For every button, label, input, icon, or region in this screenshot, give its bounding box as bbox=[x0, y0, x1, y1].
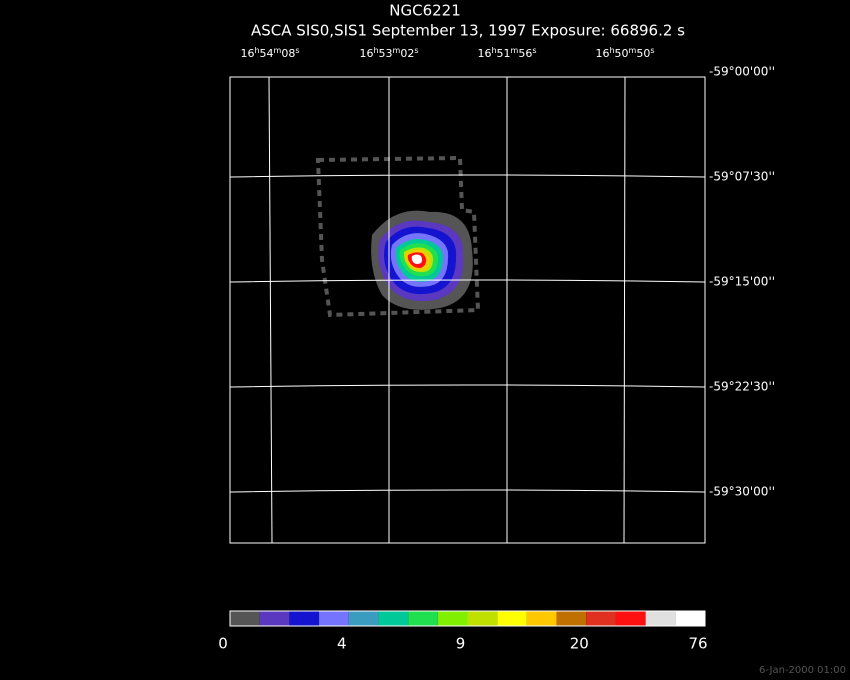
value: 16 bbox=[595, 47, 609, 60]
unit: h bbox=[254, 46, 259, 55]
value: 50 bbox=[615, 47, 629, 60]
value: 08 bbox=[281, 47, 295, 60]
value: 16 bbox=[359, 47, 373, 60]
dec-line bbox=[229, 279, 706, 283]
dec-line bbox=[229, 489, 706, 493]
unit: s bbox=[650, 46, 654, 55]
color-step bbox=[348, 611, 379, 626]
color-step bbox=[437, 611, 468, 626]
title: NGC6221 bbox=[389, 2, 461, 20]
color-step bbox=[675, 611, 705, 626]
colorbar-label: 76 bbox=[688, 635, 707, 653]
color-step bbox=[289, 611, 320, 626]
ra-line bbox=[268, 76, 273, 544]
color-step bbox=[645, 611, 676, 626]
ra-line bbox=[623, 76, 626, 544]
color-step bbox=[556, 611, 587, 626]
color-step bbox=[615, 611, 646, 626]
color-step bbox=[467, 611, 498, 626]
color-step bbox=[230, 611, 260, 626]
ra-label: 16h51m56s bbox=[477, 46, 536, 61]
subtitle: ASCA SIS0,SIS1 September 13, 1997 Exposu… bbox=[251, 22, 685, 40]
dec-label: -59°30'00'' bbox=[709, 485, 775, 499]
unit: s bbox=[532, 46, 536, 55]
color-step bbox=[497, 611, 527, 626]
value: 53 bbox=[379, 47, 393, 60]
value: 50 bbox=[636, 47, 650, 60]
unit: h bbox=[373, 46, 378, 55]
color-step bbox=[319, 611, 349, 626]
value: 16 bbox=[240, 47, 254, 60]
source-blob bbox=[315, 155, 481, 318]
dec-line bbox=[229, 174, 706, 178]
unit: h bbox=[491, 46, 496, 55]
colorbar-label: 9 bbox=[456, 635, 466, 653]
axis-labels: 16h54m08s 16h53m02s 16h51m56s 16h50m50s-59°… bbox=[240, 46, 775, 499]
frame bbox=[229, 76, 706, 544]
timestamp: 6-Jan-2000 01:00 bbox=[759, 665, 846, 676]
value: 51 bbox=[497, 47, 511, 60]
unit: s bbox=[295, 46, 299, 55]
colorbar-label: 20 bbox=[570, 635, 589, 653]
color-step bbox=[259, 611, 290, 626]
unit: m bbox=[393, 46, 401, 55]
colorbar-frame bbox=[229, 610, 706, 627]
colorbar: 0 4 9 20 76 bbox=[218, 610, 708, 653]
dec-line bbox=[229, 384, 706, 388]
unit: h bbox=[609, 46, 614, 55]
value: 54 bbox=[260, 47, 274, 60]
color-step bbox=[408, 611, 438, 626]
color-step bbox=[526, 611, 557, 626]
ra-label: 16h54m08s bbox=[240, 46, 299, 61]
unit: s bbox=[414, 46, 418, 55]
colorbar-label: 0 bbox=[218, 635, 228, 653]
dec-label: -59°15'00'' bbox=[709, 275, 775, 289]
dec-label: -59°07'30'' bbox=[709, 170, 775, 184]
unit: m bbox=[511, 46, 519, 55]
color-step bbox=[586, 611, 616, 626]
value: 56 bbox=[518, 47, 532, 60]
value: 02 bbox=[400, 47, 414, 60]
ra-label: 16h50m50s bbox=[595, 46, 654, 61]
dec-label: -59°22'30'' bbox=[709, 380, 775, 394]
unit: m bbox=[629, 46, 637, 55]
dec-label: -59°00'00'' bbox=[709, 65, 775, 79]
coordinate-grid bbox=[229, 76, 706, 544]
value: 16 bbox=[477, 47, 491, 60]
unit: m bbox=[274, 46, 282, 55]
ra-label: 16h53m02s bbox=[359, 46, 418, 61]
color-step bbox=[378, 611, 409, 626]
colorbar-label: 4 bbox=[337, 635, 347, 653]
